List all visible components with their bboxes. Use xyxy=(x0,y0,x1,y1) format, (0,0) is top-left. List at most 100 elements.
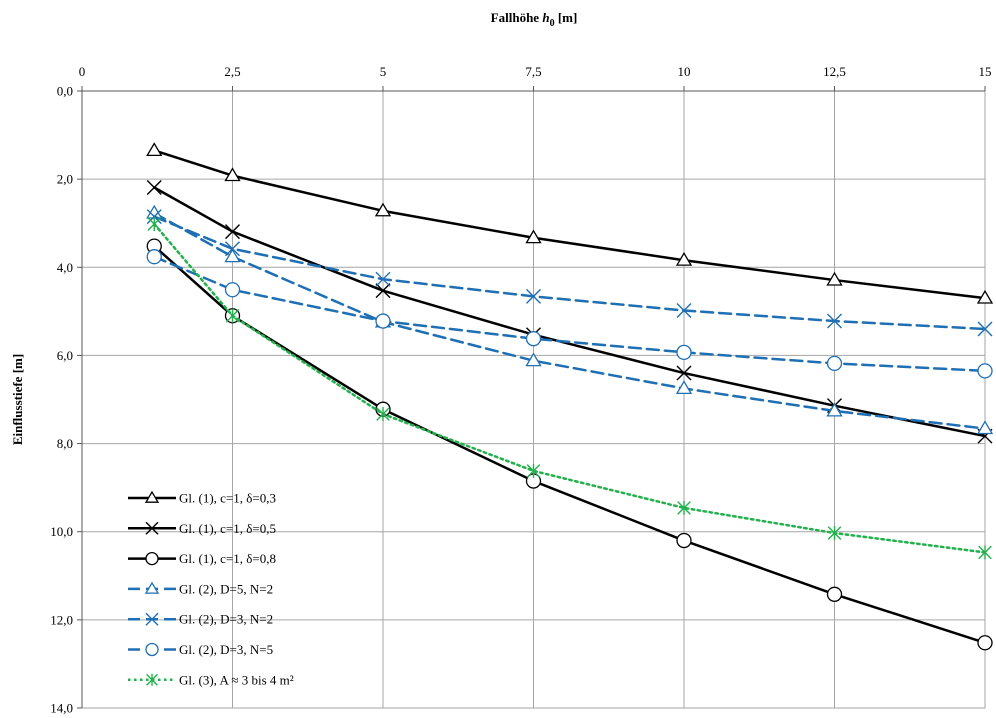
y-tick-labels: 0,0 2,0 4,0 6,0 8,0 10,0 12,0 14,0 xyxy=(50,84,82,716)
y-tick-label: 4,0 xyxy=(57,260,73,275)
marker-triangle xyxy=(144,581,160,594)
marker-asterisk xyxy=(146,673,158,686)
marker-x xyxy=(977,321,993,337)
legend-label: Gl. (3), A ≈ 3 bis 4 m² xyxy=(179,672,294,687)
marker-x xyxy=(146,180,162,196)
marker-asterisk xyxy=(827,526,842,541)
marker-x xyxy=(146,209,162,225)
legend-item: Gl. (2), D=3, N=5 xyxy=(128,642,273,657)
marker-triangle xyxy=(826,402,843,417)
legend: Gl. (1), c=1, δ=0,3 Gl. (1), c=1, δ=0,5 Gl… xyxy=(128,491,294,687)
marker-x xyxy=(375,283,391,299)
legend-label: Gl. (1), c=1, δ=0,3 xyxy=(179,491,276,506)
y-tick-label: 14,0 xyxy=(50,701,73,716)
legend-label: Gl. (2), D=5, N=2 xyxy=(179,581,273,596)
marker-triangle xyxy=(224,167,241,182)
x-tick-label: 12,5 xyxy=(823,64,846,79)
marker-asterisk xyxy=(677,500,691,515)
marker-circle xyxy=(375,313,391,329)
legend-item: Gl. (1), c=1, δ=0,3 xyxy=(128,491,276,506)
marker-x xyxy=(827,313,842,329)
marker-triangle xyxy=(826,271,843,286)
x-axis-title-suffix: [m] xyxy=(555,10,578,25)
series-3 xyxy=(146,204,994,435)
y-tick-label: 2,0 xyxy=(57,172,73,187)
series-4 xyxy=(146,209,993,337)
marker-triangle xyxy=(976,289,994,304)
x-tick-label: 7,5 xyxy=(525,64,541,79)
x-tick-label: 0 xyxy=(79,64,86,79)
legend-item: Gl. (3), A ≈ 3 bis 4 m² xyxy=(128,672,294,687)
marker-triangle xyxy=(976,420,994,435)
y-tick-label: 8,0 xyxy=(57,436,73,451)
series-1 xyxy=(146,180,993,444)
x-axis-title-prefix: Fallhöhe xyxy=(491,10,543,25)
x-tick-label: 5 xyxy=(380,64,387,79)
marker-x xyxy=(375,271,391,287)
series-line xyxy=(152,244,987,645)
marker-asterisk xyxy=(225,308,240,323)
marker-asterisk xyxy=(147,217,162,232)
x-axis-title-sub: 0 xyxy=(550,18,555,29)
series-lines xyxy=(146,142,994,651)
series-0 xyxy=(146,142,994,304)
y-tick-label: 12,0 xyxy=(50,612,73,627)
y-tick-label: 0,0 xyxy=(57,84,73,99)
marker-asterisk xyxy=(978,545,992,560)
legend-item: Gl. (2), D=5, N=2 xyxy=(128,581,273,596)
marker-x xyxy=(676,302,692,318)
marker-circle xyxy=(146,249,162,265)
y-tick-label: 6,0 xyxy=(57,348,73,363)
series-line xyxy=(152,215,987,331)
marker-x xyxy=(145,521,159,535)
marker-circle xyxy=(676,344,692,360)
series-line xyxy=(152,222,987,554)
marker-triangle xyxy=(525,229,542,244)
marker-circle xyxy=(977,635,993,651)
marker-x xyxy=(225,224,240,240)
marker-circle xyxy=(145,642,159,657)
marker-x xyxy=(145,612,159,626)
marker-x xyxy=(225,241,240,257)
marker-x xyxy=(526,288,541,304)
x-tick-label: 10 xyxy=(678,64,691,79)
legend-item: Gl. (2), D=3, N=2 xyxy=(128,612,273,627)
x-tick-label: 2,5 xyxy=(224,64,240,79)
marker-triangle xyxy=(675,380,693,395)
marker-circle xyxy=(826,355,843,372)
marker-circle xyxy=(826,586,843,602)
marker-x xyxy=(676,365,692,381)
legend-item: Gl. (1), c=1, δ=0,5 xyxy=(128,521,276,536)
marker-triangle xyxy=(675,251,693,266)
series-line xyxy=(152,149,987,300)
legend-label: Gl. (2), D=3, N=2 xyxy=(179,612,273,627)
legend-label: Gl. (1), c=1, δ=0,8 xyxy=(179,551,276,566)
y-axis-title-text: Einflusstiefe [m] xyxy=(10,354,25,445)
y-axis-title: Einflusstiefe [m] xyxy=(10,354,25,445)
marker-triangle xyxy=(144,490,160,503)
marker-asterisk xyxy=(526,463,541,478)
marker-asterisk xyxy=(376,407,390,422)
marker-triangle xyxy=(224,248,241,263)
x-tick-label: 15 xyxy=(979,64,992,79)
marker-circle xyxy=(525,331,542,347)
marker-triangle xyxy=(525,352,542,367)
marker-triangle xyxy=(374,202,392,217)
x-axis-title-text: Fallhöhe h0 [m] xyxy=(491,10,578,29)
x-axis-title-var: h xyxy=(542,10,549,25)
legend-item: Gl. (1), c=1, δ=0,8 xyxy=(128,551,276,566)
series-5 xyxy=(146,249,993,379)
series-line xyxy=(152,186,987,438)
marker-circle xyxy=(676,532,692,549)
x-tick-labels: 0 2,5 5 7,5 10 12,5 15 xyxy=(79,64,992,91)
legend-label: Gl. (2), D=3, N=5 xyxy=(179,642,273,657)
series-6 xyxy=(147,217,992,560)
series-line xyxy=(152,211,987,430)
y-tick-label: 10,0 xyxy=(50,524,73,539)
x-axis-title: Fallhöhe h0 [m] xyxy=(491,10,578,29)
marker-circle xyxy=(224,282,241,298)
legend-label: Gl. (1), c=1, δ=0,5 xyxy=(179,521,276,536)
marker-circle xyxy=(145,551,159,566)
marker-triangle xyxy=(146,142,163,157)
